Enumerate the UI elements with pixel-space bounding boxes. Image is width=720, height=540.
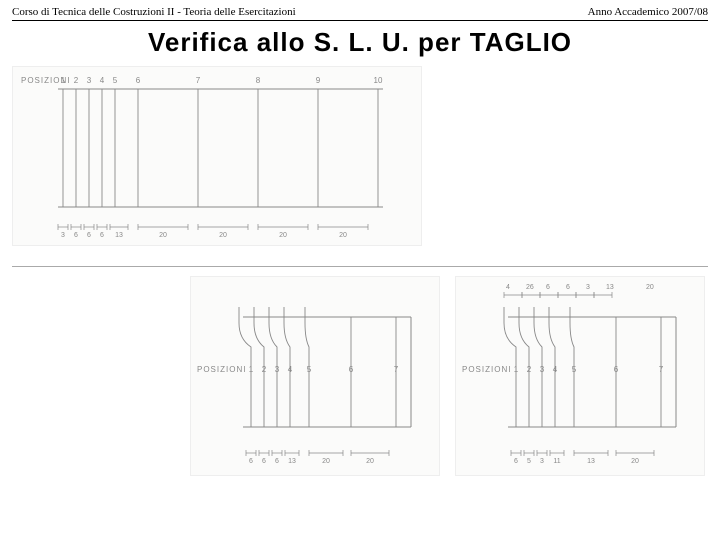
svg-text:4: 4: [100, 76, 105, 85]
svg-text:3: 3: [540, 365, 545, 374]
svg-text:20: 20: [159, 232, 167, 239]
svg-text:26: 26: [526, 284, 534, 291]
figure-bottom-left: POSIZIONI1234 5 6 7 6 6 6 13 20 20: [190, 276, 440, 476]
svg-text:3: 3: [586, 284, 590, 291]
figure-bottom-right: 4266631320 POSIZIONI1234567 6 5 3 11 13 …: [455, 276, 705, 476]
svg-text:11: 11: [553, 458, 560, 465]
svg-text:6: 6: [514, 458, 518, 465]
svg-text:20: 20: [339, 232, 347, 239]
svg-text:5: 5: [113, 76, 118, 85]
header-rule: [12, 20, 708, 21]
svg-text:7: 7: [196, 76, 201, 85]
svg-text:8: 8: [256, 76, 261, 85]
svg-text:4: 4: [288, 365, 293, 374]
svg-text:13: 13: [606, 284, 614, 291]
svg-text:2: 2: [262, 365, 267, 374]
svg-text:6: 6: [136, 76, 141, 85]
svg-text:6: 6: [87, 232, 91, 239]
svg-text:6: 6: [100, 232, 104, 239]
svg-text:9: 9: [316, 76, 321, 85]
svg-text:13: 13: [587, 458, 595, 465]
svg-text:3: 3: [61, 232, 65, 239]
page-header: Corso di Tecnica delle Costruzioni II - …: [0, 0, 720, 20]
svg-text:6: 6: [349, 365, 354, 374]
svg-text:6: 6: [249, 458, 253, 465]
svg-text:20: 20: [631, 458, 639, 465]
svg-text:7: 7: [394, 365, 399, 374]
svg-text:3: 3: [275, 365, 280, 374]
svg-text:2: 2: [527, 365, 532, 374]
svg-text:6: 6: [614, 365, 619, 374]
svg-text:1: 1: [249, 365, 254, 374]
svg-text:5: 5: [527, 458, 531, 465]
svg-text:4: 4: [506, 284, 510, 291]
svg-text:10: 10: [374, 76, 383, 85]
svg-text:3: 3: [87, 76, 92, 85]
svg-text:6: 6: [275, 458, 279, 465]
svg-text:7: 7: [659, 365, 664, 374]
svg-text:POSIZIONI: POSIZIONI: [462, 365, 511, 374]
figure-top: POSIZIONI12345678910 3 6 6 6 13 20 20 20…: [12, 66, 422, 246]
svg-text:13: 13: [115, 232, 123, 239]
svg-text:20: 20: [219, 232, 227, 239]
svg-text:13: 13: [288, 458, 296, 465]
svg-text:5: 5: [307, 365, 312, 374]
svg-text:20: 20: [366, 458, 374, 465]
svg-text:5: 5: [572, 365, 577, 374]
svg-text:1: 1: [61, 76, 66, 85]
svg-text:20: 20: [279, 232, 287, 239]
svg-text:3: 3: [540, 458, 544, 465]
mid-separator-line: [12, 266, 708, 267]
svg-text:20: 20: [646, 284, 654, 291]
svg-text:6: 6: [566, 284, 570, 291]
svg-text:4: 4: [553, 365, 558, 374]
svg-text:20: 20: [322, 458, 330, 465]
svg-text:2: 2: [74, 76, 79, 85]
svg-text:6: 6: [74, 232, 78, 239]
svg-text:1: 1: [514, 365, 519, 374]
page-title: Verifica allo S. L. U. per TAGLIO: [0, 27, 720, 58]
svg-text:6: 6: [546, 284, 550, 291]
svg-text:6: 6: [262, 458, 266, 465]
header-left: Corso di Tecnica delle Costruzioni II - …: [12, 6, 296, 18]
header-right: Anno Accademico 2007/08: [588, 6, 708, 18]
svg-text:POSIZIONI: POSIZIONI: [197, 365, 246, 374]
